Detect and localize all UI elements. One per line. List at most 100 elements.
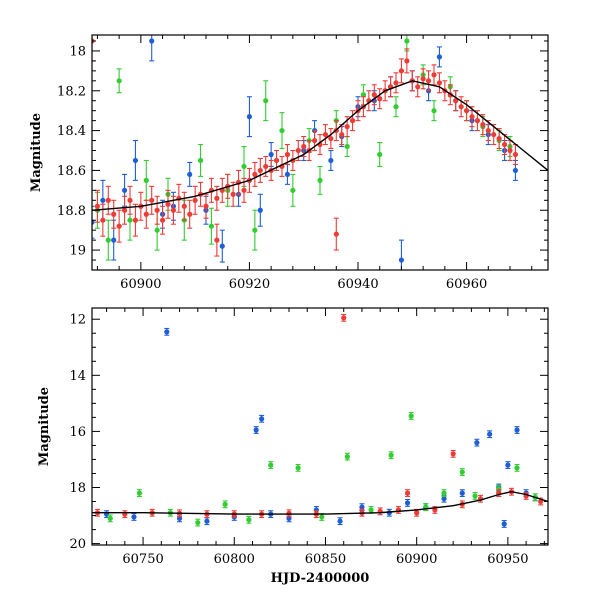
data-point-red [333, 217, 339, 251]
data-point-red [290, 149, 296, 171]
marker [284, 171, 291, 178]
data-point-blue [187, 161, 193, 187]
data-point-red [252, 161, 258, 187]
data-point-green [472, 492, 478, 500]
marker [474, 440, 480, 446]
data-point-red [121, 195, 128, 225]
data-point-blue [219, 229, 225, 263]
data-point-blue [398, 239, 405, 270]
data-point-red [268, 159, 274, 181]
data-point-red [159, 205, 166, 235]
data-point-green [136, 489, 143, 498]
data-point-red [425, 70, 432, 92]
data-point-green [377, 141, 383, 167]
marker [339, 131, 345, 138]
marker [252, 171, 258, 178]
marker [328, 135, 334, 142]
y-tick-label: 19 [69, 244, 86, 259]
data-point-red [181, 191, 187, 221]
x-tick-label: 60900 [120, 277, 161, 292]
marker [111, 237, 117, 243]
marker [154, 227, 160, 233]
data-point-blue [514, 426, 520, 434]
marker [377, 96, 383, 102]
marker [257, 167, 263, 174]
y-tick-label: 18.6 [57, 164, 86, 179]
data-point-green [514, 463, 520, 472]
marker [241, 163, 247, 170]
marker [328, 157, 334, 164]
data-point-blue [337, 517, 343, 526]
marker [100, 217, 106, 223]
marker [436, 54, 443, 60]
x-tick-label: 60850 [305, 552, 346, 567]
marker [505, 462, 511, 468]
data-point-red [366, 90, 372, 112]
marker [214, 195, 220, 201]
data-point-blue [164, 327, 170, 336]
marker [501, 141, 508, 148]
marker [259, 416, 265, 422]
marker [317, 177, 323, 183]
x-tick-label: 60800 [214, 552, 255, 567]
marker [414, 510, 420, 516]
series-red [94, 313, 544, 519]
marker [512, 151, 519, 158]
data-point-green [408, 412, 414, 420]
marker [204, 518, 210, 524]
marker [159, 217, 166, 223]
marker [230, 191, 236, 197]
marker [485, 127, 491, 134]
marker [393, 80, 399, 86]
marker [459, 490, 465, 496]
data-point-red [436, 72, 443, 94]
data-point-red [203, 193, 209, 219]
model-fit-line [92, 80, 548, 211]
data-point-red [404, 489, 411, 498]
data-point-blue [246, 96, 253, 138]
marker [286, 510, 292, 516]
data-point-blue [253, 426, 259, 434]
data-point-red [219, 177, 225, 203]
data-point-red [377, 88, 383, 110]
marker [192, 197, 198, 203]
data-point-blue [459, 489, 465, 498]
marker [371, 92, 377, 98]
marker [127, 217, 133, 223]
data-point-green [459, 468, 465, 476]
baseline-trend-line [92, 490, 548, 515]
marker [408, 413, 414, 419]
data-point-red [214, 223, 220, 257]
marker [344, 124, 350, 130]
data-point-blue [487, 430, 493, 439]
data-point-green [393, 96, 399, 118]
data-point-red [230, 181, 236, 207]
data-point-red [154, 195, 160, 225]
data-point-red [387, 76, 394, 98]
marker [252, 227, 258, 233]
marker [404, 38, 410, 44]
plot-area [92, 313, 548, 528]
data-point-blue [474, 438, 480, 447]
data-point-red [398, 58, 405, 84]
data-point-blue [131, 513, 137, 521]
marker [496, 135, 502, 142]
y-tick-label: 18.2 [57, 84, 86, 99]
marker [487, 431, 493, 437]
marker [337, 518, 343, 524]
data-point-red [94, 189, 101, 223]
marker [273, 157, 280, 164]
y-tick-label: 12 [69, 313, 86, 328]
marker [431, 108, 437, 114]
y-tick-label: 20 [69, 537, 86, 552]
marker [359, 504, 365, 510]
marker [393, 104, 399, 110]
marker [268, 462, 274, 468]
data-point-red [420, 68, 426, 90]
marker [453, 98, 459, 104]
marker [290, 187, 296, 193]
data-point-blue [149, 35, 155, 62]
marker [100, 197, 106, 203]
marker [263, 163, 269, 170]
